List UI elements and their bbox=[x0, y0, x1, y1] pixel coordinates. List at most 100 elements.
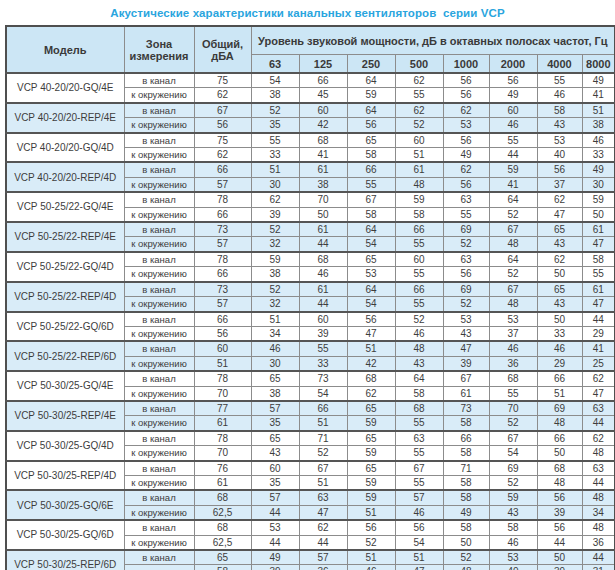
total-dba-value: 75 bbox=[194, 73, 251, 88]
octave-value: 54 bbox=[347, 237, 395, 252]
octave-value: 38 bbox=[299, 177, 347, 192]
octave-value: 59 bbox=[347, 416, 395, 431]
octave-value: 48 bbox=[537, 416, 582, 431]
octave-value: 36 bbox=[489, 356, 537, 371]
octave-value: 59 bbox=[347, 88, 395, 103]
zone-cell-duct: в канал bbox=[124, 341, 194, 356]
octave-value: 66 bbox=[443, 431, 489, 446]
octave-value: 51 bbox=[347, 550, 395, 565]
octave-value: 46 bbox=[395, 326, 443, 341]
octave-value: 55 bbox=[395, 237, 443, 252]
zone-cell-ambient: к окружению bbox=[124, 535, 194, 550]
octave-value: 61 bbox=[299, 222, 347, 237]
total-dba-value: 62 bbox=[194, 148, 251, 163]
octave-value: 58 bbox=[489, 520, 537, 535]
octave-value: 56 bbox=[347, 312, 395, 327]
table-row-duct: VCP 50-30/25-GQ/4Dв канал786571656366676… bbox=[6, 431, 615, 446]
octave-value: 38 bbox=[582, 118, 615, 133]
octave-value: 64 bbox=[347, 103, 395, 118]
octave-value: 55 bbox=[443, 207, 489, 222]
octave-value: 64 bbox=[395, 371, 443, 386]
col-header-freq-125: 125 bbox=[299, 55, 347, 74]
octave-value: 33 bbox=[537, 326, 582, 341]
octave-value: 48 bbox=[582, 490, 615, 505]
octave-value: 56 bbox=[443, 73, 489, 88]
octave-value: 34 bbox=[251, 326, 299, 341]
octave-value: 43 bbox=[537, 118, 582, 133]
col-header-freq-8000: 8000 bbox=[582, 55, 615, 74]
zone-cell-ambient: к окружению bbox=[124, 88, 194, 103]
octave-value: 68 bbox=[347, 371, 395, 386]
col-header-freq-1000: 1000 bbox=[443, 55, 489, 74]
octave-value: 70 bbox=[489, 401, 537, 416]
octave-value: 46 bbox=[582, 133, 615, 148]
octave-value: 62 bbox=[395, 103, 443, 118]
octave-value: 50 bbox=[537, 550, 582, 565]
total-dba-value: 65 bbox=[194, 550, 251, 565]
octave-value: 50 bbox=[537, 446, 582, 461]
total-dba-value: 62,5 bbox=[194, 505, 251, 520]
octave-value: 57 bbox=[299, 550, 347, 565]
zone-cell-duct: в канал bbox=[124, 312, 194, 327]
octave-value: 61 bbox=[582, 282, 615, 297]
octave-value: 33 bbox=[582, 148, 615, 163]
octave-value: 60 bbox=[395, 252, 443, 267]
octave-value: 43 bbox=[395, 356, 443, 371]
total-dba-value: 66 bbox=[194, 312, 251, 327]
model-cell: VCP 50-25/22-REP/4D bbox=[6, 282, 124, 312]
zone-cell-duct: в канал bbox=[124, 192, 194, 207]
octave-value: 58 bbox=[443, 520, 489, 535]
octave-value: 53 bbox=[251, 520, 299, 535]
octave-value: 41 bbox=[582, 88, 615, 103]
zone-cell-ambient: к окружению bbox=[124, 118, 194, 133]
total-dba-value: 61 bbox=[194, 475, 251, 490]
octave-value: 55 bbox=[395, 475, 443, 490]
octave-value: 65 bbox=[347, 401, 395, 416]
octave-value: 47 bbox=[582, 386, 615, 401]
octave-value: 53 bbox=[537, 133, 582, 148]
octave-value: 33 bbox=[251, 148, 299, 163]
total-dba-value: 75 bbox=[194, 133, 251, 148]
zone-cell-ambient: к окружению bbox=[124, 505, 194, 520]
acoustic-characteristics-table: Модель Зона измерения Общий, дБА Уровень… bbox=[5, 25, 615, 570]
octave-value: 71 bbox=[299, 431, 347, 446]
octave-value: 60 bbox=[299, 312, 347, 327]
octave-value: 46 bbox=[299, 267, 347, 282]
octave-value: 54 bbox=[251, 73, 299, 88]
octave-value: 45 bbox=[299, 88, 347, 103]
table-body: VCP 40-20/20-GQ/4Eв канал755466646256565… bbox=[6, 73, 615, 570]
octave-value: 39 bbox=[251, 565, 299, 570]
table-row-duct: VCP 50-30/25-REP/4Eв канал77576665687370… bbox=[6, 401, 615, 416]
model-cell: VCP 50-25/22-REP/4E bbox=[6, 222, 124, 252]
octave-value: 44 bbox=[582, 312, 615, 327]
octave-value: 68 bbox=[299, 133, 347, 148]
octave-value: 56 bbox=[395, 520, 443, 535]
octave-value: 53 bbox=[443, 118, 489, 133]
octave-value: 59 bbox=[582, 192, 615, 207]
octave-value: 65 bbox=[251, 431, 299, 446]
octave-value: 54 bbox=[395, 535, 443, 550]
octave-value: 49 bbox=[489, 88, 537, 103]
col-header-freq-500: 500 bbox=[395, 55, 443, 74]
octave-value: 49 bbox=[443, 505, 489, 520]
total-dba-value: 78 bbox=[194, 431, 251, 446]
octave-value: 44 bbox=[299, 297, 347, 312]
octave-value: 57 bbox=[395, 490, 443, 505]
model-cell: VCP 50-30/25-REP/4E bbox=[6, 401, 124, 431]
octave-value: 59 bbox=[347, 490, 395, 505]
octave-value: 55 bbox=[395, 267, 443, 282]
octave-value: 48 bbox=[395, 177, 443, 192]
octave-value: 52 bbox=[395, 118, 443, 133]
total-dba-value: 66 bbox=[194, 267, 251, 282]
octave-value: 54 bbox=[299, 386, 347, 401]
octave-value: 58 bbox=[443, 490, 489, 505]
octave-value: 44 bbox=[582, 550, 615, 565]
octave-value: 58 bbox=[443, 416, 489, 431]
octave-value: 35 bbox=[251, 118, 299, 133]
octave-value: 36 bbox=[582, 535, 615, 550]
octave-value: 44 bbox=[537, 535, 582, 550]
table-row-duct: VCP 50-25/22-GQ/4Eв канал786270675963646… bbox=[6, 192, 615, 207]
octave-value: 49 bbox=[582, 162, 615, 177]
octave-value: 56 bbox=[443, 267, 489, 282]
octave-value: 48 bbox=[537, 475, 582, 490]
